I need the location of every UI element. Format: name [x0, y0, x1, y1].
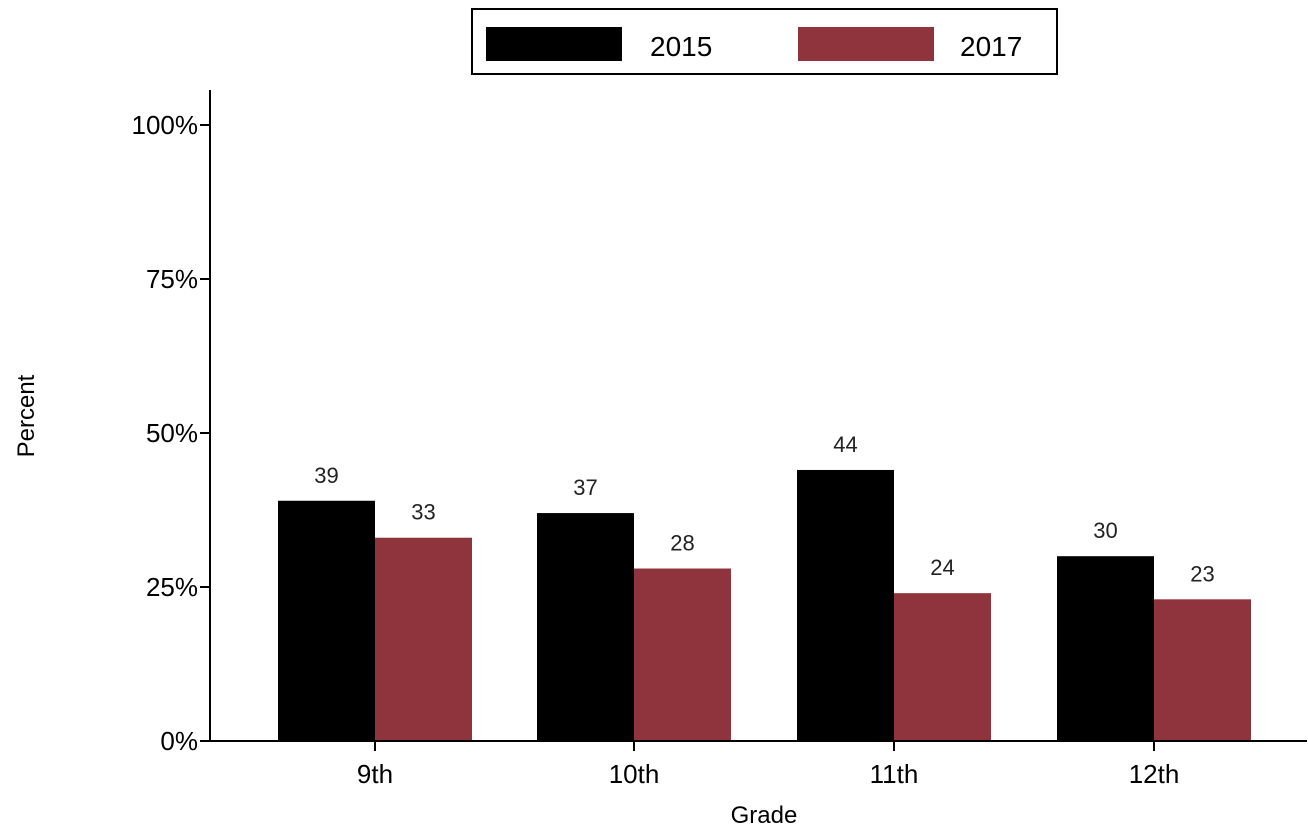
x-tick-label: 12th: [1129, 759, 1180, 789]
y-tick-label: 100%: [132, 110, 199, 140]
y-tick-label: 50%: [146, 418, 198, 448]
bar-2017-9th: [375, 537, 472, 741]
y-axis-ticks: 0% 25% 50% 75% 100%: [132, 110, 210, 756]
bar-2015-11th: [797, 469, 894, 741]
y-tick-label: 25%: [146, 572, 198, 602]
y-axis-title: Percent: [13, 374, 40, 457]
legend-label-2017: 2017: [960, 31, 1022, 62]
legend-swatch-2017: [798, 27, 934, 61]
data-label-2017-11th: 24: [930, 555, 954, 580]
data-labels-group: 39 33 37 28 44 24 30 23: [314, 432, 1214, 586]
data-label-2017-9th: 33: [411, 500, 435, 525]
bar-2015-12th: [1057, 556, 1154, 741]
data-label-2015-12th: 30: [1093, 518, 1117, 543]
data-label-2015-11th: 44: [833, 432, 857, 457]
data-label-2015-9th: 39: [314, 463, 338, 488]
bar-2015-10th: [537, 513, 634, 741]
y-tick-label: 75%: [146, 264, 198, 294]
bar-2015-9th: [278, 500, 375, 741]
x-tick-label: 10th: [609, 759, 660, 789]
data-label-2015-10th: 37: [573, 475, 597, 500]
x-tick-label: 9th: [357, 759, 393, 789]
legend-label-2015: 2015: [650, 31, 712, 62]
bar-2017-12th: [1154, 599, 1251, 741]
legend-swatch-2015: [486, 27, 622, 61]
y-tick-label: 0%: [160, 726, 198, 756]
bar-2017-10th: [634, 568, 731, 741]
data-label-2017-10th: 28: [670, 531, 694, 556]
x-axis-title: Grade: [731, 802, 798, 829]
legend: 2015 2017: [471, 8, 1058, 75]
bars-group: [278, 469, 1251, 741]
data-label-2017-12th: 23: [1190, 561, 1214, 586]
bar-2017-11th: [894, 593, 991, 741]
x-tick-label: 11th: [870, 759, 919, 789]
x-axis-ticks: 9th 10th 11th 12th: [357, 741, 1179, 789]
